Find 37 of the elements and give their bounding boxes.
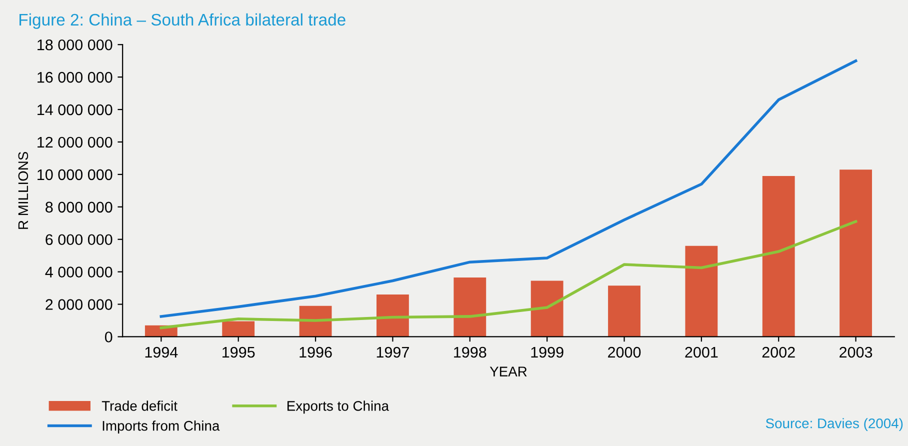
x-tick-label: 2003 [840, 346, 872, 358]
legend-label: Exports to China [287, 400, 390, 414]
y-tick-label: 4 000 000 [45, 266, 112, 278]
x-axis-title: YEAR [490, 366, 527, 376]
x-tick-label: 1998 [454, 346, 486, 358]
x-tick-label: 1999 [531, 346, 564, 358]
y-tick-label: 10 000 000 [38, 169, 112, 180]
bar [762, 176, 795, 337]
x-tick-label: 1996 [300, 346, 332, 358]
y-tick-label: 0 [104, 332, 112, 342]
y-tick-label: 14 000 000 [38, 104, 112, 116]
y-axis-title: R MILLIONS [18, 152, 28, 229]
x-tick-label: 1997 [376, 346, 409, 358]
x-tick-label: 2001 [685, 346, 718, 358]
bar [222, 321, 255, 337]
x-tick-label: 2000 [608, 346, 641, 358]
line-series [160, 59, 858, 318]
bar [530, 280, 564, 337]
x-tick-label: 1995 [222, 346, 255, 358]
chart-title: Figure 2: China – South Africa bilateral trade [20, 13, 346, 29]
y-tick-label: 2 000 000 [46, 299, 112, 310]
y-tick-label: 18 000 000 [38, 39, 112, 50]
line-series [160, 220, 858, 330]
legend-label: Trade deficit [102, 400, 178, 411]
x-tick-label: 2002 [762, 346, 795, 358]
bar [608, 286, 640, 337]
y-tick-label: 16 000 000 [38, 72, 112, 83]
y-tick-label: 6 000 000 [46, 234, 112, 246]
legend-label: Imports from China [102, 420, 220, 434]
bar [685, 246, 718, 337]
y-tick-label: 8 000 000 [46, 202, 112, 213]
bar [840, 170, 872, 337]
bar [454, 277, 486, 337]
y-tick-label: 12 000 000 [38, 136, 112, 148]
bar [376, 294, 409, 337]
x-tick-label: 1994 [145, 346, 178, 358]
source-note: Source: Davies (2004) [766, 418, 903, 432]
